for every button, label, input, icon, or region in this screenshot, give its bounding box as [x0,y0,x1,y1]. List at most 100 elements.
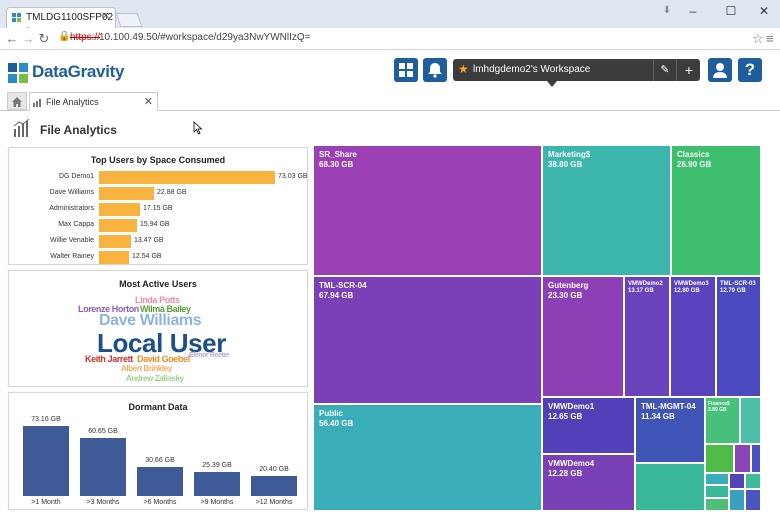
user-bar[interactable] [99,187,154,200]
user-bar-row[interactable]: Dave Williams 22.88 GB [9,187,309,200]
user-bar[interactable] [99,235,131,248]
new-tab-button[interactable] [115,13,143,27]
word-cloud-item[interactable]: Elenor Reeter [189,352,230,359]
add-workspace-button[interactable]: + [676,59,701,81]
active-users-panel: Most Active Users Linda Potts Lorenze Ho… [8,270,308,387]
dormant-bar[interactable] [251,476,297,496]
treemap-tile[interactable] [705,444,734,473]
grid-icon [399,63,413,77]
user-bar-row[interactable]: Willie Venable 13.47 GB [9,235,309,248]
profile-icon[interactable]: ⬇ [662,5,672,16]
user-bar-row[interactable]: Administrators 17.15 GB [9,203,309,216]
word-cloud-item[interactable]: Andrew Zalinsky [126,374,184,383]
favorite-star-icon[interactable]: ★ [458,62,469,76]
treemap-tile[interactable]: VMWDemo3 12.80 GB [670,276,716,397]
treemap-tile[interactable]: Gutenberg 23.30 GB [542,276,624,397]
word-cloud-item[interactable]: Lorenze Horton [78,304,139,314]
datagravity-logo[interactable]: DataGravity [8,61,138,85]
treemap-tile[interactable] [729,473,745,489]
word-cloud-item[interactable]: David Goebel [137,354,190,364]
tile-name: VMWDemo2 [628,281,663,287]
user-bar[interactable] [99,171,275,184]
tile-size: 26.90 GB [677,160,712,169]
forward-icon[interactable]: → [21,31,35,46]
user-bar-name: Administrators [49,205,94,212]
treemap-tile[interactable]: Public 56.40 GB [313,404,542,511]
treemap-tile[interactable]: VMWDemo2 13.17 GB [624,276,670,397]
treemap-tile[interactable]: TML-SCR-04 67.94 GB [313,276,542,404]
treemap-tile[interactable] [705,498,729,511]
treemap-tile[interactable] [705,473,729,485]
browser-menu-icon[interactable]: ≡ [766,31,774,46]
panel-title: Dormant Data [128,402,188,412]
bookmark-star-icon[interactable]: ☆ [752,31,764,46]
tab-label: File Analytics [46,97,99,107]
treemap-tile[interactable]: VMWDemo4 12.28 GB [542,454,635,511]
treemap-tile[interactable]: Finance$ 3.89 GB [705,397,740,444]
help-button[interactable]: ? [738,58,762,82]
user-bar-row[interactable]: Max Cappa 15.94 GB [9,219,309,232]
word-cloud-item[interactable]: Albert Brinkley [121,364,172,373]
edit-workspace-button[interactable]: ✎ [653,59,676,81]
treemap-tile[interactable]: SR_Share 68.30 GB [313,145,542,276]
home-tab[interactable] [7,92,27,110]
dormant-bar-value: 30.66 GB [145,457,175,464]
tile-name: Gutenberg [548,281,589,290]
close-tab-icon[interactable]: ✕ [101,11,110,22]
user-bar-value: 22.88 GB [157,189,187,196]
word-cloud-item[interactable]: Keith Jarrett [85,354,133,364]
treemap-tile[interactable] [740,397,761,444]
user-bar-row[interactable]: Walter Rainey 12.54 GB [9,251,309,264]
reload-icon[interactable]: ↻ [38,31,50,46]
word-cloud-item[interactable]: Linda Potts [135,295,180,305]
user-bar[interactable] [99,203,140,216]
tile-size: 67.94 GB [319,291,354,300]
dormant-bar-category: >1 Month [31,499,61,506]
dashboard-grid-button[interactable] [394,58,418,82]
minimize-button[interactable]: ‒ [689,4,697,18]
workspace-selector[interactable]: ★ lmhdgdemo2's Workspace ✎ + [453,59,700,81]
close-tab-icon[interactable]: ✕ [143,96,153,108]
tile-name: Marketing$ [548,150,591,159]
treemap-tile[interactable]: TML-SCR-03 12.79 GB [716,276,761,397]
word-cloud-item[interactable]: Dave Williams [99,312,202,329]
browser-tab[interactable]: TMLDG1100SFP02 - ✕ [6,7,116,34]
treemap-tile[interactable]: Marketing$ 38.80 GB [542,145,671,276]
dormant-bar[interactable] [137,467,183,496]
dormant-bar[interactable] [194,472,240,496]
back-icon[interactable]: ← [5,31,19,46]
treemap-tile[interactable]: Classics 26.90 GB [671,145,761,276]
treemap-tile[interactable] [745,473,761,489]
tile-size: 12.65 GB [548,412,583,421]
close-window-button[interactable]: ✕ [758,4,770,18]
user-bar-name: DG Demo1 [58,173,94,180]
treemap-tile[interactable] [745,489,761,511]
notifications-button[interactable] [423,58,447,82]
user-bar-row[interactable]: DG Demo1 73.03 GB [9,171,309,184]
treemap-tile[interactable] [734,444,751,473]
tile-size: 12.80 GB [674,288,700,294]
treemap-tile[interactable] [729,489,745,511]
user-bar[interactable] [99,219,137,232]
user-bar[interactable] [99,251,129,264]
maximize-button[interactable]: ☐ [725,4,737,18]
treemap-tile[interactable] [751,444,761,473]
treemap-tile[interactable]: VMWDemo1 12.65 GB [542,397,635,454]
word-cloud-item[interactable]: Wilma Bailey [140,304,191,314]
tab-file-analytics[interactable]: File Analytics ✕ [29,92,158,111]
user-bar-value: 15.94 GB [140,221,170,228]
treemap-tile[interactable] [635,463,705,511]
treemap-tile[interactable] [705,485,729,498]
dormant-bar-value: 60.65 GB [88,428,118,435]
dormant-bar[interactable] [23,426,69,496]
url-field[interactable]: 🔒 https:// 10.100.49.50/#workspace/d29ya… [56,30,769,47]
user-bar-value: 73.03 GB [278,173,308,180]
word-cloud-item[interactable]: Local User [97,328,226,358]
dormant-bar[interactable] [80,438,126,496]
user-bar-name: Willie Venable [50,237,94,244]
workspace-caret-icon [547,81,557,87]
user-profile-button[interactable] [708,58,732,82]
dormant-bar-category: >12 Months [255,499,293,506]
tile-size: 23.30 GB [548,291,583,300]
treemap-tile[interactable]: TML-MGMT-04 11.34 GB [635,397,705,463]
